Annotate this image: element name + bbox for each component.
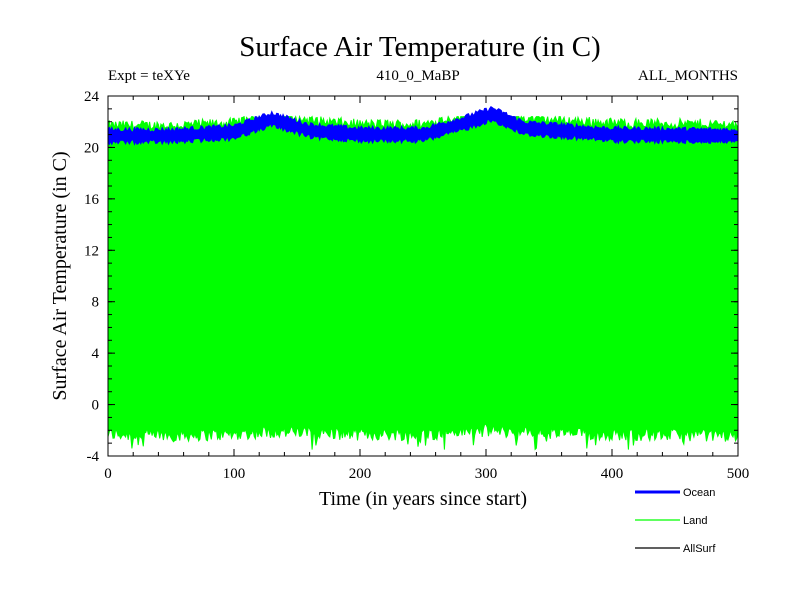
x-tick-label: 400 xyxy=(601,466,624,482)
y-tick-label: 12 xyxy=(84,243,99,259)
x-tick-label: 500 xyxy=(727,466,750,482)
y-tick-label: 16 xyxy=(84,192,100,208)
y-tick-label: 24 xyxy=(84,89,100,105)
legend-label-ocean: Ocean xyxy=(683,487,715,499)
y-tick-label: -4 xyxy=(87,449,100,465)
subtitle-age: 410_0_MaBP xyxy=(376,68,459,84)
plot-area xyxy=(108,105,738,451)
y-tick-label: 0 xyxy=(92,398,100,414)
subtitle-experiment: Expt = teXYe xyxy=(108,68,190,84)
legend: Ocean Land AllSurf xyxy=(635,487,716,555)
x-tick-label: 100 xyxy=(223,466,246,482)
x-axis-label: Time (in years since start) xyxy=(319,488,527,510)
y-axis-label: Surface Air Temperature (in C) xyxy=(49,151,71,400)
series-land-line xyxy=(108,114,738,451)
series-ocean-line xyxy=(108,105,738,146)
legend-label-allsurf: AllSurf xyxy=(683,543,716,555)
y-tick-label: 4 xyxy=(92,346,100,362)
x-tick-label: 200 xyxy=(349,466,372,482)
y-axis: -4 0 4 8 12 16 20 24 xyxy=(84,89,738,465)
subtitle-months: ALL_MONTHS xyxy=(638,68,738,84)
x-axis: 0 100 200 300 400 500 xyxy=(104,96,749,482)
y-tick-label: 8 xyxy=(92,295,100,311)
chart-title: Surface Air Temperature (in C) xyxy=(239,31,600,63)
y-tick-label: 20 xyxy=(84,140,99,156)
x-tick-label: 300 xyxy=(475,466,498,482)
legend-label-land: Land xyxy=(683,515,707,527)
x-tick-label: 0 xyxy=(104,466,112,482)
